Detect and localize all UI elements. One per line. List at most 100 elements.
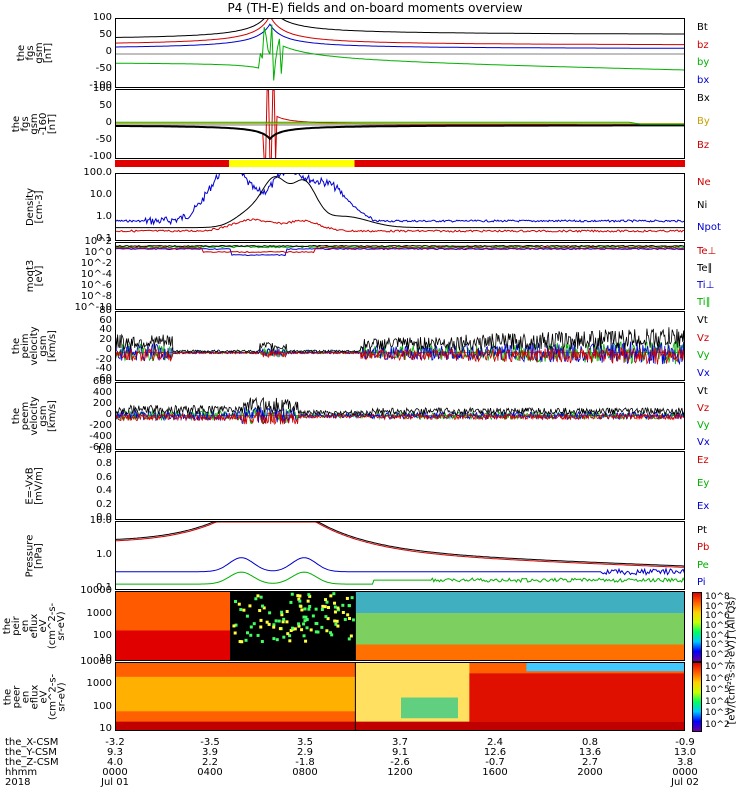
ylabel-line: [km/s]: [47, 400, 58, 432]
spectrogram-pixel: [248, 604, 252, 608]
series-Tiperp: [116, 247, 684, 257]
panel-p6: [115, 382, 685, 450]
legend-p2-2: Bz: [697, 139, 710, 151]
ytick-label: 100.0: [83, 167, 112, 178]
ytick-label: 0.4: [96, 485, 112, 497]
panel-p5-plot: [116, 327, 684, 366]
panel-p6-plot: [116, 396, 684, 426]
ytick-label: 10^-10: [74, 302, 112, 313]
spectrogram-pixel: [260, 640, 264, 644]
time-axis-value: 12.6: [483, 747, 507, 758]
series-Vx: [116, 341, 684, 366]
spectrogram-block: [401, 697, 458, 719]
ylabel-line: [nPa]: [33, 542, 45, 569]
spectrogram-pixel: [308, 594, 312, 598]
spectrogram-pixel: [296, 594, 300, 598]
ytick-label: 200: [92, 398, 112, 409]
ytick-label: 0: [105, 409, 112, 420]
spectrogram-pixel: [323, 605, 327, 609]
spectrogram-pixel: [277, 619, 281, 623]
time-axis-value: 4.0: [107, 757, 123, 768]
spectrogram-pixel: [341, 610, 345, 614]
time-axis-value: Jul 01: [101, 777, 129, 788]
ytick-label: 1000: [86, 607, 112, 619]
spectrogram-pixel: [280, 613, 284, 617]
time-axis-value: 2.9: [297, 747, 313, 758]
colorbar-tick: 10^5: [705, 685, 730, 696]
series-Bt: [116, 19, 684, 38]
spectrogram-pixel: [239, 608, 243, 612]
ytick-label: 10^2: [84, 236, 112, 247]
legend-p5-0: Vt: [697, 315, 708, 326]
spectrogram-pixel: [288, 634, 292, 638]
spectrogram-pixel: [275, 638, 279, 642]
time-axis-value: 2.4: [487, 737, 503, 748]
ylabel-line: [nT]: [42, 42, 54, 64]
spectrogram-pixel: [285, 620, 289, 624]
spectrogram-pixel: [335, 619, 339, 623]
panel-p1-plot: [116, 19, 684, 81]
spectrogram-pixel: [302, 622, 306, 626]
ytick-label: 10.0: [89, 515, 112, 526]
spectrogram-pixel: [285, 610, 289, 614]
panel-p1: [115, 18, 685, 88]
ytick-label: -20: [95, 353, 112, 365]
spectrogram-pixel: [282, 635, 286, 639]
ytick-label: 0: [105, 117, 112, 128]
ytick-label: 0.8: [96, 458, 112, 470]
ytick-label: 0: [105, 46, 112, 57]
ytick-label: 0.1: [96, 582, 112, 593]
spectrogram-pixel: [259, 595, 263, 599]
colorbar-unit-label: [eV/(cm²·s·sr·eV)] (All Qs): [726, 596, 738, 725]
spectrogram-pixel: [320, 625, 324, 629]
spectrogram-pixel: [333, 605, 337, 609]
spectrogram-pixel: [307, 607, 311, 611]
ytick-label: 10: [99, 653, 112, 664]
ylabel-line: [cm-3]: [33, 190, 45, 224]
series-Teperp: [116, 246, 684, 254]
colorbar-tick: 10^3: [705, 640, 730, 651]
spectrogram-block: [526, 663, 684, 672]
time-axis-value: 0.8: [582, 737, 598, 748]
ytick-label: 0.0: [96, 512, 112, 523]
ytick-label: 1.0: [96, 445, 112, 456]
series-bz: [116, 19, 684, 46]
legend-p3-2: Npot: [697, 222, 721, 234]
spectrogram-pixel: [325, 600, 329, 604]
spectrogram-pixel: [352, 618, 356, 622]
ytick-label: 0: [105, 343, 112, 355]
time-axis-value: 9.3: [107, 747, 123, 758]
ytick-label: 10: [99, 723, 112, 734]
time-axis-value: -3.5: [200, 737, 220, 748]
panel-p7: [115, 451, 685, 520]
legend-p7-2: Ex: [697, 501, 710, 512]
series-Vt: [116, 396, 684, 417]
ytick-label: 10000: [80, 585, 112, 596]
legend-p4-0: Te⊥: [697, 246, 717, 257]
spectrogram-pixel: [336, 606, 340, 610]
ytick-label: -50: [95, 134, 112, 145]
spectrogram-pixel: [272, 637, 276, 641]
time-axis-value: 3.5: [297, 737, 313, 748]
spectrogram-pixel: [297, 622, 301, 626]
spectrogram-pixel: [303, 619, 307, 623]
spectrogram-pixel: [321, 604, 325, 608]
legend-p8-0: Pt: [697, 525, 707, 536]
spectrogram-pixel: [272, 623, 276, 627]
spectrogram-pixel: [320, 607, 324, 611]
spectrogram-pixel: [309, 628, 313, 632]
ylabel-p4: moqt3 [eV]: [5, 242, 65, 310]
spectrogram-pixel: [334, 622, 338, 626]
spectrogram-pixel: [347, 604, 351, 608]
time-axis-value: 0000: [102, 767, 128, 778]
legend-p1-1: bz: [697, 39, 709, 51]
spectrogram-pixel: [274, 619, 278, 623]
ytick-label: 10.0: [89, 189, 112, 200]
spectrogram-pixel: [252, 622, 256, 626]
spectrogram-pixel: [256, 633, 260, 637]
colorbar-tick: 10^8: [705, 592, 730, 602]
spectrogram-pixel: [290, 592, 294, 596]
time-axis-value: 0000: [672, 767, 698, 778]
spectrogram-block: [355, 663, 470, 730]
ytick-label: 10^-8: [80, 291, 112, 302]
